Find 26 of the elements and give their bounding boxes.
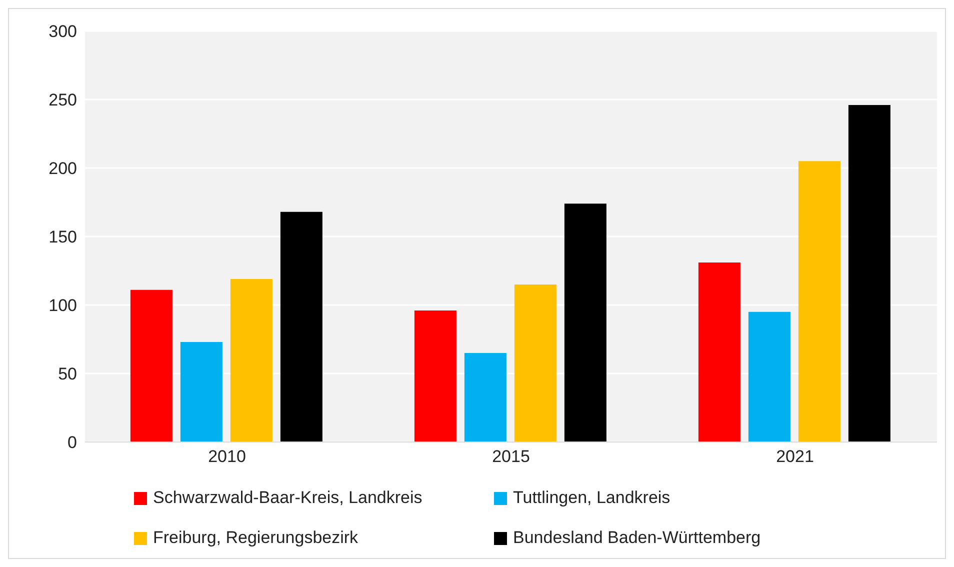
y-tick-label: 250 <box>48 90 77 110</box>
bar <box>564 204 606 442</box>
bar <box>180 342 222 442</box>
legend-label: Bundesland Baden-Württemberg <box>513 528 761 548</box>
legend-label: Schwarzwald-Baar-Kreis, Landkreis <box>153 488 422 508</box>
bar <box>130 290 172 442</box>
bar <box>280 212 322 442</box>
bar <box>230 278 272 442</box>
x-tick-label: 2015 <box>492 447 530 466</box>
y-tick-label: 200 <box>48 159 77 178</box>
y-tick-label: 0 <box>68 433 77 452</box>
bar <box>798 161 840 442</box>
y-tick-label: 300 <box>48 22 77 42</box>
x-tick-label: 2010 <box>208 447 246 466</box>
y-tick-label: 100 <box>48 296 77 316</box>
x-tick-label: 2021 <box>776 447 814 466</box>
bar <box>414 310 456 442</box>
legend-label: Freiburg, Regierungsbezirk <box>153 528 358 548</box>
y-tick-label: 150 <box>48 228 77 247</box>
bar <box>698 262 740 442</box>
bar <box>748 312 790 442</box>
bar <box>464 352 506 442</box>
legend-label: Tuttlingen, Landkreis <box>513 488 670 508</box>
bar <box>514 284 556 442</box>
bar <box>848 104 890 442</box>
y-tick-label: 50 <box>58 364 77 384</box>
